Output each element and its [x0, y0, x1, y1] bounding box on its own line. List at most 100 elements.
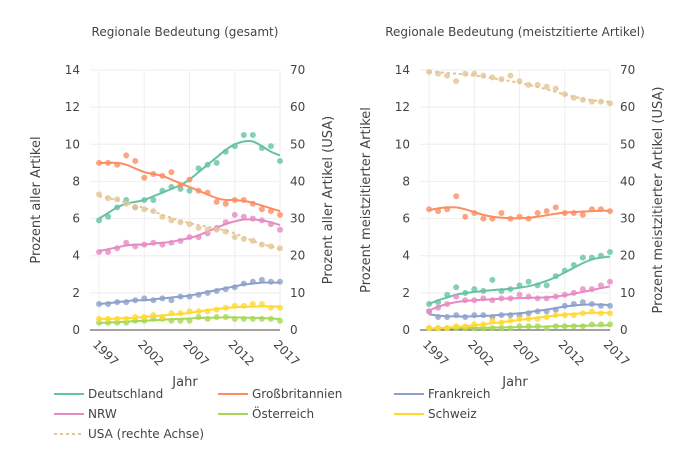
- data-point: [96, 217, 103, 224]
- trend-line: [428, 303, 611, 318]
- data-point: [471, 286, 478, 293]
- series-usa-rechte-achse-: [96, 191, 283, 252]
- data-point: [186, 176, 193, 183]
- y2-tick-label: 0: [290, 323, 298, 337]
- data-point: [552, 204, 559, 211]
- data-point: [525, 278, 532, 285]
- legend: Deutschland Großbritannien Frankreich NRW Ös…: [54, 387, 490, 441]
- data-point: [105, 213, 112, 220]
- legend-label: USA (rechte Achse): [88, 427, 204, 441]
- y-tick-label: 14: [65, 63, 80, 77]
- data-point: [141, 174, 148, 181]
- trend-line: [428, 206, 611, 220]
- y2-tick-label: 20: [620, 249, 635, 263]
- trend-line: [98, 281, 280, 305]
- legend-label: NRW: [88, 407, 117, 421]
- y-tick-label: 2: [402, 286, 410, 300]
- legend-item: Frankreich: [394, 387, 490, 401]
- series-schweiz: [96, 301, 283, 322]
- data-point: [534, 210, 541, 216]
- data-point: [105, 195, 112, 202]
- legend-item: USA (rechte Achse): [54, 427, 204, 441]
- data-point: [607, 278, 613, 285]
- data-point: [204, 226, 211, 233]
- chart-title: Regionale Bedeutung (gesamt): [92, 25, 279, 39]
- y2-tick-label: 70: [290, 63, 305, 77]
- series-usa-rechte-achse-: [426, 68, 613, 107]
- trend-line: [98, 161, 281, 213]
- trend-line: [428, 285, 611, 312]
- data-point: [267, 143, 274, 150]
- y-axis-label: Prozent aller Artikel: [29, 136, 44, 263]
- x-tick-label: 1997: [90, 337, 121, 368]
- chart-panel-1: Regionale Bedeutung (gesamt) 0 2 4 6 8 10 12 14 0…: [29, 25, 336, 390]
- y-tick-label: 6: [72, 212, 80, 226]
- data-point: [543, 83, 550, 90]
- data-point: [150, 197, 157, 203]
- y-tick-label: 12: [65, 100, 80, 114]
- legend-label: Österreich: [252, 405, 314, 421]
- y2-axis-label: Prozent aller Artikel (USA): [321, 116, 336, 284]
- data-point: [231, 211, 238, 218]
- y2-tick-label: 70: [620, 63, 635, 77]
- x-tick-label: 2012: [226, 337, 257, 368]
- data-point: [249, 132, 256, 138]
- data-point: [123, 239, 130, 246]
- trend-line: [98, 316, 281, 324]
- data-point: [240, 213, 247, 220]
- data-point: [168, 297, 175, 304]
- data-point: [552, 85, 559, 92]
- series-gro-britannien: [426, 193, 613, 222]
- trend-line: [428, 255, 611, 305]
- x-tick-label: 2007: [180, 337, 211, 368]
- x-axis-label: Jahr: [171, 375, 198, 390]
- legend-item: Schweiz: [394, 407, 477, 421]
- legend-label: Frankreich: [428, 387, 490, 401]
- legend-item: Deutschland: [54, 387, 163, 401]
- y2-tick-label: 50: [290, 137, 305, 151]
- data-point: [249, 301, 256, 307]
- y-tick-label: 4: [72, 249, 80, 263]
- data-point: [507, 72, 514, 79]
- legend-item: NRW: [54, 407, 117, 421]
- y-tick-label: 6: [402, 212, 410, 226]
- y2-tick-label: 40: [290, 174, 305, 188]
- data-point: [543, 208, 550, 215]
- legend-label: Deutschland: [88, 387, 163, 401]
- legend-item: Österreich: [218, 405, 314, 421]
- x-tick-label: 1997: [420, 337, 451, 368]
- legend-item: Großbritannien: [218, 387, 342, 401]
- y-tick-label: 12: [395, 100, 410, 114]
- data-point: [213, 198, 220, 205]
- y2-tick-label: 60: [290, 100, 305, 114]
- data-point: [453, 284, 460, 291]
- y-tick-label: 10: [65, 137, 80, 151]
- series-frankreich: [96, 276, 283, 307]
- series-schweiz: [426, 308, 613, 332]
- x-tick-label: 2017: [601, 337, 632, 368]
- data-point: [498, 210, 505, 216]
- legend-label: Schweiz: [428, 407, 477, 421]
- y2-tick-label: 30: [290, 212, 305, 226]
- y2-axis-label: Prozent meistzitierter Artikel (USA): [651, 87, 666, 314]
- data-point: [525, 81, 532, 88]
- y-tick-label: 10: [395, 137, 410, 151]
- data-point: [579, 299, 586, 306]
- trend-line: [428, 70, 611, 103]
- y2-tick-label: 20: [290, 249, 305, 263]
- data-point: [543, 282, 550, 289]
- series--sterreich: [96, 314, 283, 326]
- trend-line: [98, 195, 281, 250]
- y2-tick-label: 30: [620, 212, 635, 226]
- x-axis-label: Jahr: [501, 375, 528, 390]
- trend-line: [428, 324, 611, 330]
- y-tick-label: 14: [395, 63, 410, 77]
- data-point: [123, 152, 130, 159]
- data-point: [453, 193, 460, 200]
- chart-title: Regionale Bedeutung (meistzitierte Artik…: [385, 25, 645, 39]
- data-point: [168, 217, 175, 224]
- data-point: [240, 132, 247, 138]
- data-point: [213, 159, 220, 166]
- data-point: [168, 169, 175, 176]
